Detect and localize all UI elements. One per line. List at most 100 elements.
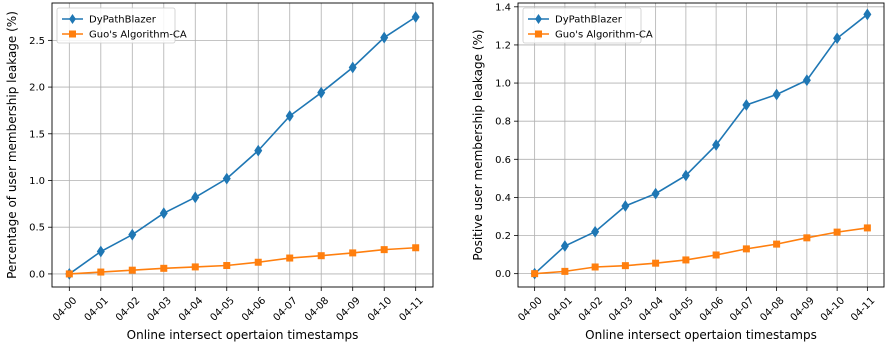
data-point [681,169,690,182]
data-point [712,251,720,259]
x-tick-label: 04-04 [637,295,665,323]
x-tick-label: 04-06 [240,295,268,323]
data-point [191,191,200,204]
x-tick-label: 04-01 [547,295,575,323]
axes-frame [517,2,885,288]
data-point [742,245,750,253]
y-tick-label: 1.4 [495,2,511,13]
y-tick-label: 0.6 [495,155,511,166]
data-point [833,32,842,45]
y-tick-label: 1.2 [495,40,511,51]
data-point [802,74,811,87]
legend-box [56,7,176,44]
data-point [348,61,357,74]
data-point [349,249,357,257]
x-tick-label: 04-11 [397,295,425,323]
data-point [65,270,73,278]
legend-marker [535,30,542,38]
x-tick-label: 04-05 [208,295,236,323]
x-tick-label: 04-08 [303,295,331,323]
data-point [833,228,841,236]
x-tick-label: 04-09 [334,295,362,323]
data-point [191,263,199,271]
data-point [223,262,231,270]
chart-left: 0.00.51.01.52.02.504-00 04-01 04-02 04-03 04… [5,2,434,342]
x-tick-label: 04-09 [789,295,817,323]
data-point [561,267,569,275]
x-tick-label: 04-07 [728,295,756,323]
x-tick-label: 04-10 [819,295,847,323]
y-tick-label: 0.0 [495,269,511,280]
x-axis-label: Online intersect opertaion timestamps [585,328,817,342]
y-tick-label: 0.0 [29,269,45,280]
data-point [159,207,168,220]
data-point [285,110,294,122]
x-tick-label: 04-08 [758,295,786,323]
y-tick-label: 2.5 [29,36,45,47]
data-point [97,268,105,276]
x-tick-label: 04-07 [271,295,299,323]
data-point [412,244,420,252]
x-tick-label: 04-02 [577,295,605,323]
data-point [128,228,137,241]
legend-marker [69,30,76,38]
legend: DyPathBlazer Guo's Algorithm-CA [522,7,653,44]
grid [52,3,433,287]
y-axis-label: Percentage of user membership leakage (%… [5,11,19,279]
data-point [621,262,629,270]
data-point [591,225,600,238]
y-tick-label: 1.0 [495,79,511,90]
data-point [160,264,168,272]
x-tick-label: 04-04 [177,295,205,323]
data-point [772,88,781,101]
data-point [96,245,105,258]
series-line [68,16,417,275]
y-axis-label: Positive user membership leakage (%) [471,29,485,260]
data-point [591,263,599,271]
y-tick-label: 2.0 [29,83,45,94]
x-tick-label: 04-01 [83,295,111,323]
data-point [682,256,690,264]
data-point [560,240,569,252]
data-point [863,224,871,232]
series-0 [65,11,420,280]
x-tick-label: 04-00 [51,295,79,323]
legend-label: DyPathBlazer [89,15,157,26]
legend-marker [69,14,76,24]
data-point [863,8,872,21]
data-point [317,252,325,260]
series-1 [531,224,871,278]
data-point [128,266,136,274]
grid [518,3,884,287]
data-point [742,99,751,111]
legend-box [522,7,642,44]
legend-label: Guo's Algorithm-CA [89,30,187,41]
data-point [803,234,811,242]
series-0 [530,8,872,280]
series-1 [65,244,420,278]
data-point [712,139,721,151]
data-point [222,172,231,185]
x-tick-label: 04-06 [698,295,726,323]
legend-label: Guo's Algorithm-CA [555,30,653,41]
y-tick-label: 0.5 [29,223,45,234]
x-tick-label: 04-00 [516,295,544,323]
x-tick-label: 04-02 [114,295,142,323]
legend: DyPathBlazer Guo's Algorithm-CA [56,7,187,44]
x-tick-label: 04-05 [668,295,696,323]
chart-right: 0.00.20.40.60.81.01.21.404-00 04-01 04-02 0… [471,2,885,342]
x-tick-label: 04-03 [607,295,635,323]
axes-frame [51,2,434,288]
data-point [286,254,294,262]
x-axis-label: Online intersect opertaion timestamps [127,328,359,342]
y-tick-label: 1.5 [29,129,45,140]
data-point [380,31,389,44]
series-line [69,246,416,275]
y-tick-label: 0.8 [495,117,511,128]
data-point [651,187,660,200]
x-tick-label: 04-11 [849,295,877,323]
legend-marker [535,14,542,24]
data-point [317,86,326,99]
legend-label: DyPathBlazer [555,15,623,26]
